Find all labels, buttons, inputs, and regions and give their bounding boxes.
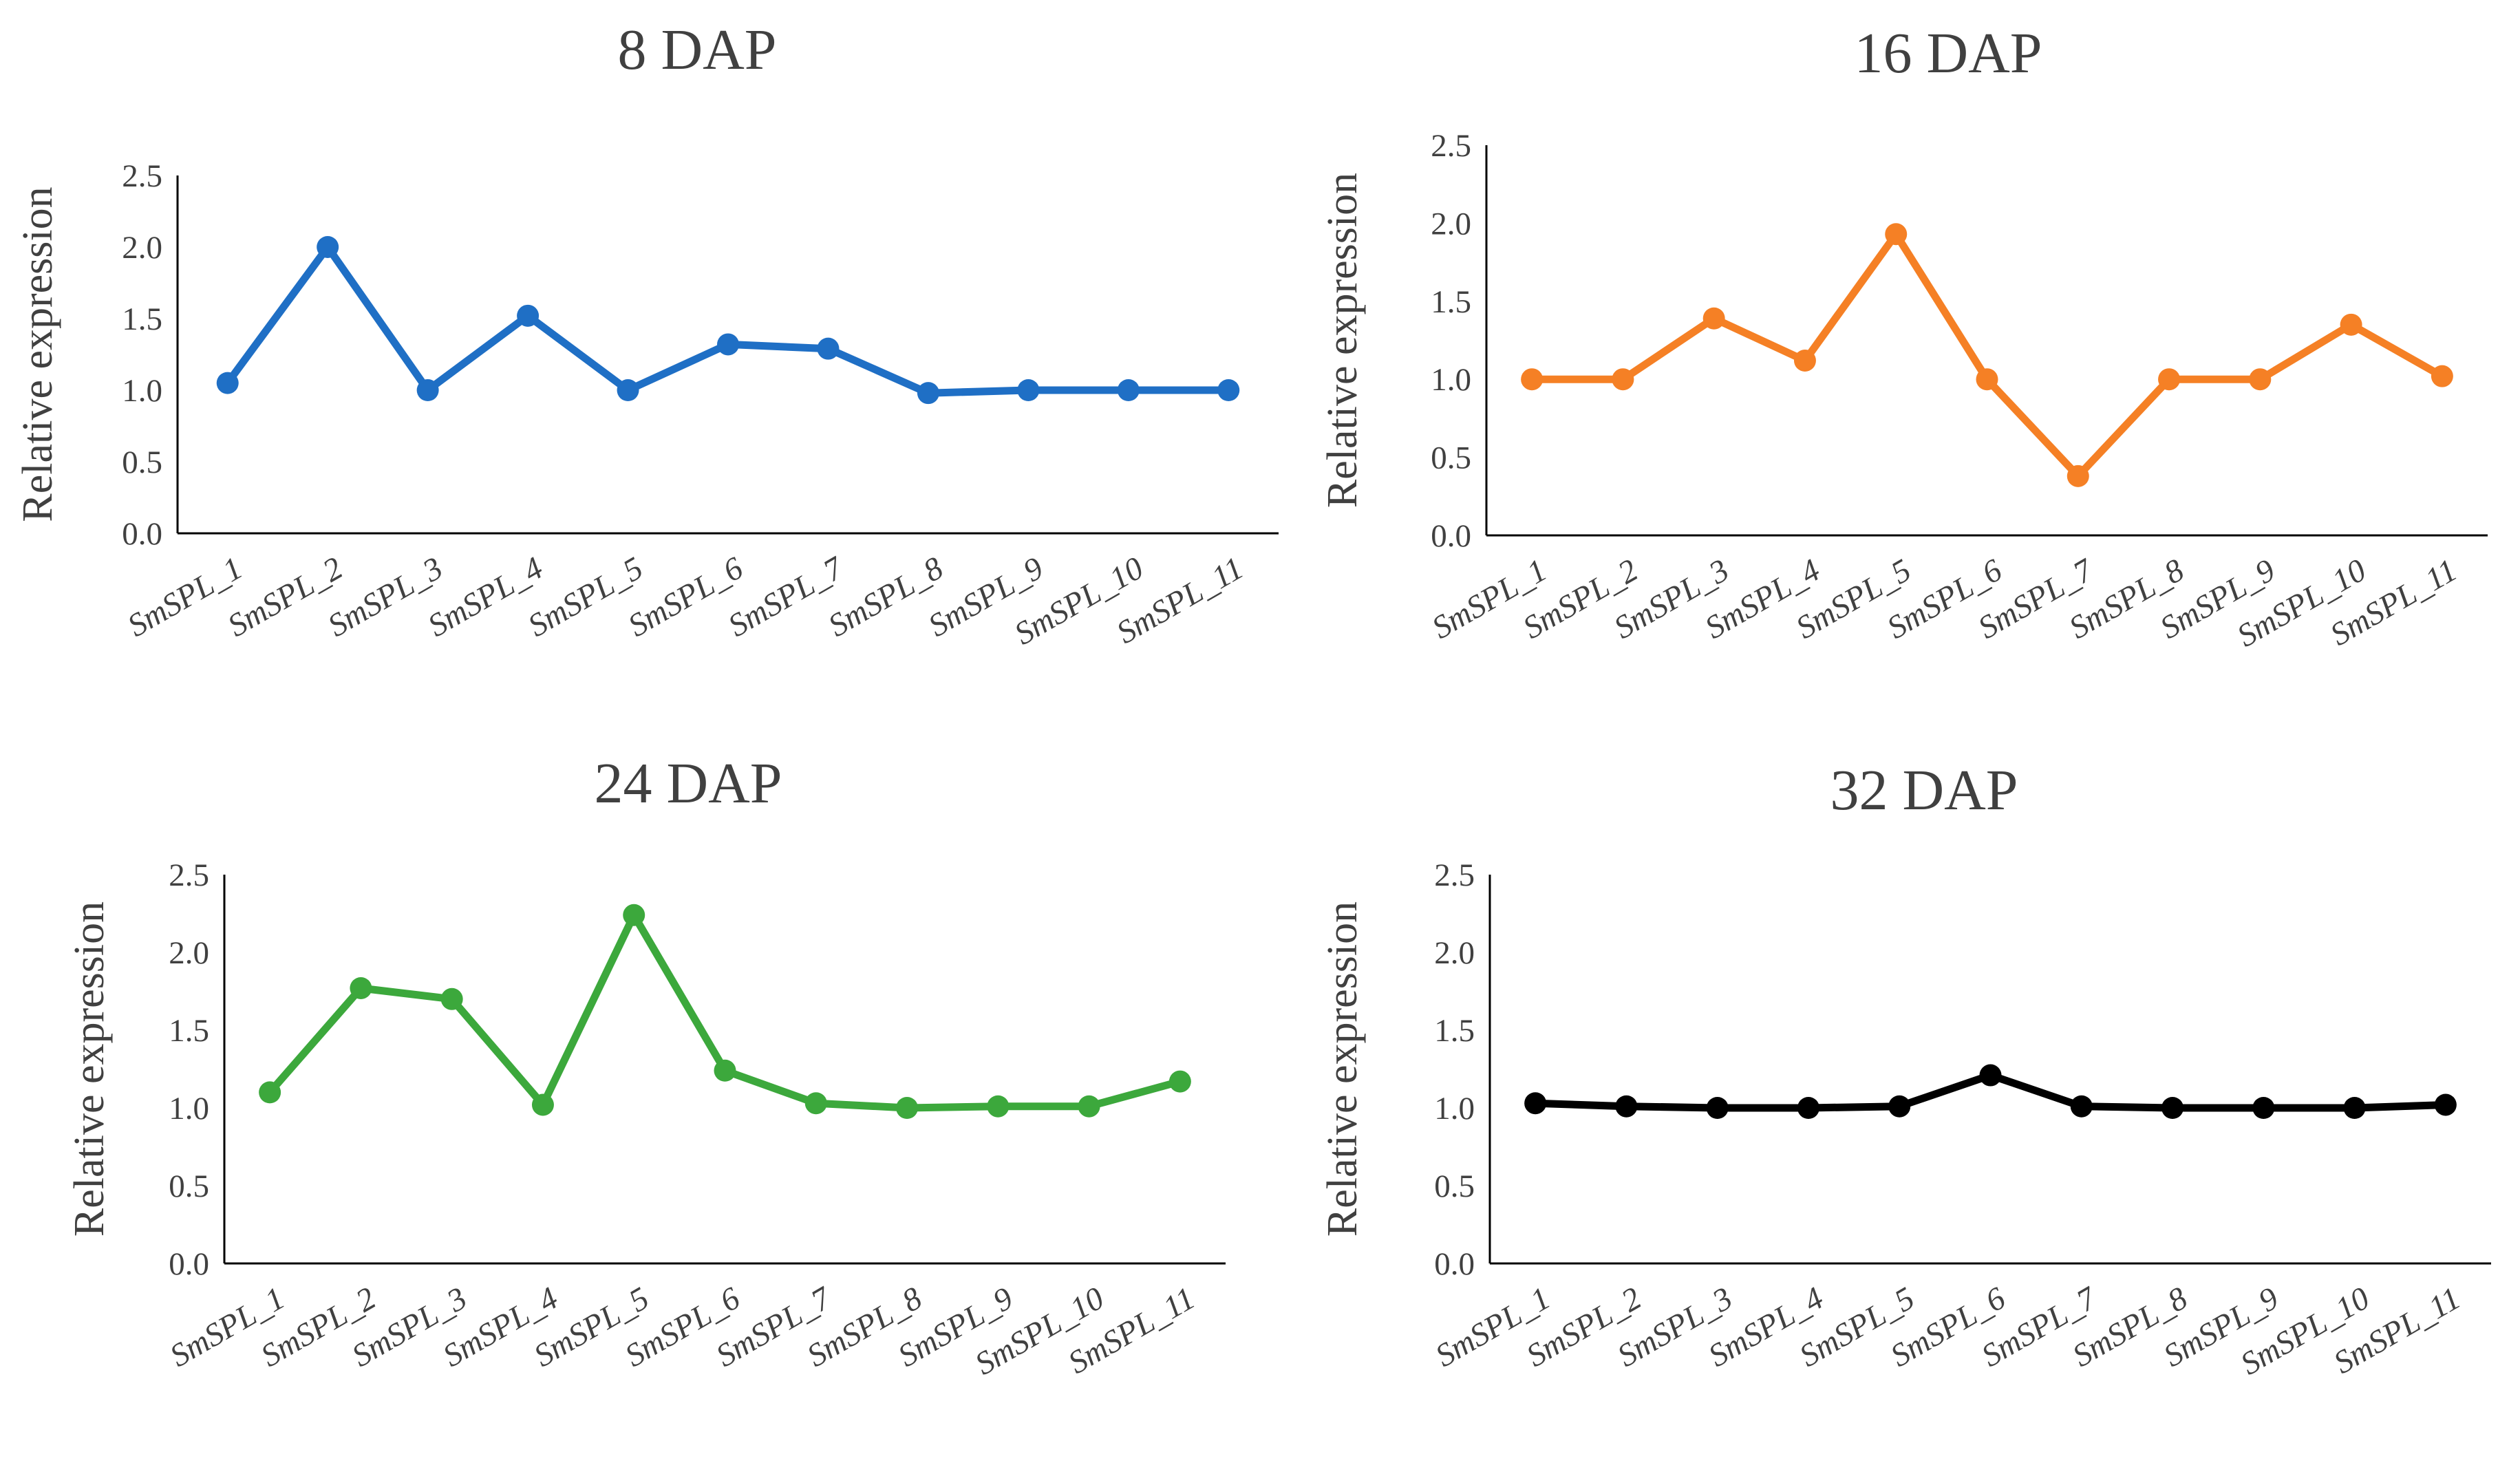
y-tick-label: 2.5: [1431, 128, 1471, 164]
data-point: [2249, 368, 2272, 391]
data-point: [896, 1097, 919, 1119]
x-tick-label: SmSPL_6: [622, 550, 749, 644]
y-tick-label: 2.0: [169, 935, 209, 971]
chart-svg-16dap: 16 DAP Relative expression 0.0 0.5 1.0 1.5 2.0…: [1319, 21, 2488, 654]
data-point: [1888, 1095, 1911, 1118]
y-tick-label: 1.5: [1431, 284, 1471, 320]
chart-title: 16 DAP: [1854, 21, 2042, 85]
data-point: [1524, 1092, 1547, 1115]
y-tick-label: 0.5: [169, 1168, 209, 1204]
data-point: [617, 379, 639, 401]
data-point: [416, 379, 439, 401]
data-point: [1612, 368, 1634, 391]
series-line: [1528, 230, 2446, 480]
x-tick-label: SmSPL_4: [422, 550, 548, 643]
chart-panel-32dap: 32 DAP Relative expression 0.0 0.5 1.0 1.5 2.0…: [1260, 729, 2520, 1460]
y-tick-label: 0.0: [1431, 518, 1471, 554]
y-axis-label: Relative expression: [14, 186, 61, 522]
data-point: [717, 333, 739, 356]
y-tick-label: 1.0: [122, 373, 162, 409]
data-point: [2158, 368, 2181, 391]
chart-svg-32dap: 32 DAP Relative expression 0.0 0.5 1.0 1.5 2.0…: [1319, 758, 2491, 1382]
data-point: [2067, 464, 2089, 487]
y-tick-label: 0.5: [122, 445, 162, 480]
y-tick-label: 1.0: [169, 1091, 209, 1126]
y-axis-label: Relative expression: [66, 901, 113, 1237]
y-tick-label: 0.0: [122, 516, 162, 552]
y-tick-label: 2.5: [122, 158, 162, 194]
y-tick-label: 2.0: [122, 230, 162, 266]
data-point: [1979, 1064, 2002, 1087]
data-point: [987, 1095, 1010, 1118]
data-point: [2343, 1097, 2366, 1119]
data-point: [1702, 307, 1725, 330]
y-tick-label: 1.0: [1434, 1091, 1475, 1126]
y-tick-label: 0.5: [1434, 1168, 1475, 1204]
y-tick-label: 1.5: [122, 301, 162, 337]
y-tick-label: 0.0: [1434, 1246, 1475, 1282]
data-point: [1885, 223, 1908, 246]
series-line: [224, 243, 1232, 397]
chart-title: 32 DAP: [1830, 758, 2018, 822]
data-point: [623, 904, 645, 926]
x-tick-label: SmSPL_3: [322, 550, 449, 643]
chart-title: 24 DAP: [594, 751, 782, 815]
data-point: [2252, 1097, 2275, 1119]
chart-panel-24dap: 24 DAP Relative expression 0.0 0.5 1.0 1.5 2.0…: [0, 729, 1260, 1460]
y-tick-label: 1.5: [169, 1013, 209, 1049]
data-point: [531, 1093, 554, 1116]
data-point: [317, 236, 339, 258]
data-point: [1976, 368, 1998, 391]
data-point: [2434, 1093, 2457, 1116]
y-tick-label: 1.0: [1431, 362, 1471, 398]
x-tick-label: SmSPL_1: [122, 550, 248, 643]
data-point: [440, 987, 463, 1010]
data-point: [350, 976, 372, 999]
y-tick-label: 2.5: [169, 857, 209, 893]
y-tick-label: 0.5: [1431, 440, 1471, 476]
y-axis-label: Relative expression: [1319, 901, 1366, 1237]
chart-svg-8dap: 8 DAP Relative expression 0.0 0.5 1.0 1.5 2.0 2…: [14, 18, 1279, 652]
data-point: [714, 1059, 736, 1082]
data-point: [1797, 1097, 1819, 1119]
y-tick-label: 2.0: [1431, 206, 1471, 242]
data-point: [1217, 379, 1240, 401]
data-point: [1117, 379, 1140, 401]
chart-panel-8dap: 8 DAP Relative expression 0.0 0.5 1.0 1.5 2.0 2…: [0, 0, 1279, 729]
data-point: [2431, 365, 2453, 387]
data-point: [1168, 1070, 1191, 1093]
x-tick-label: SmSPL_5: [522, 550, 649, 643]
chart-svg-24dap: 24 DAP Relative expression 0.0 0.5 1.0 1.5 2.0…: [66, 751, 1226, 1382]
data-point: [804, 1092, 827, 1115]
data-point: [2340, 313, 2362, 336]
x-tick-label: SmSPL_8: [822, 550, 949, 643]
y-axis-label: Relative expression: [1319, 173, 1366, 508]
data-point: [1521, 368, 1544, 391]
y-tick-label: 0.0: [169, 1246, 209, 1282]
chart-panel-16dap: 16 DAP Relative expression 0.0 0.5 1.0 1.5 2.0…: [1260, 0, 2520, 729]
data-point: [1078, 1095, 1100, 1118]
data-point: [1615, 1095, 1638, 1118]
data-point: [1017, 379, 1040, 401]
data-point: [259, 1081, 281, 1104]
data-point: [2070, 1095, 2093, 1118]
chart-title: 8 DAP: [617, 18, 776, 82]
x-tick-label: SmSPL_2: [222, 550, 348, 643]
data-point: [216, 372, 239, 394]
data-point: [2161, 1097, 2184, 1119]
data-point: [517, 304, 540, 327]
y-tick-label: 2.0: [1434, 935, 1475, 971]
y-tick-label: 1.5: [1434, 1013, 1475, 1049]
y-tick-label: 2.5: [1434, 857, 1475, 893]
data-point: [1706, 1097, 1729, 1119]
data-point: [817, 337, 840, 360]
data-point: [917, 382, 939, 405]
data-point: [1793, 349, 1816, 372]
